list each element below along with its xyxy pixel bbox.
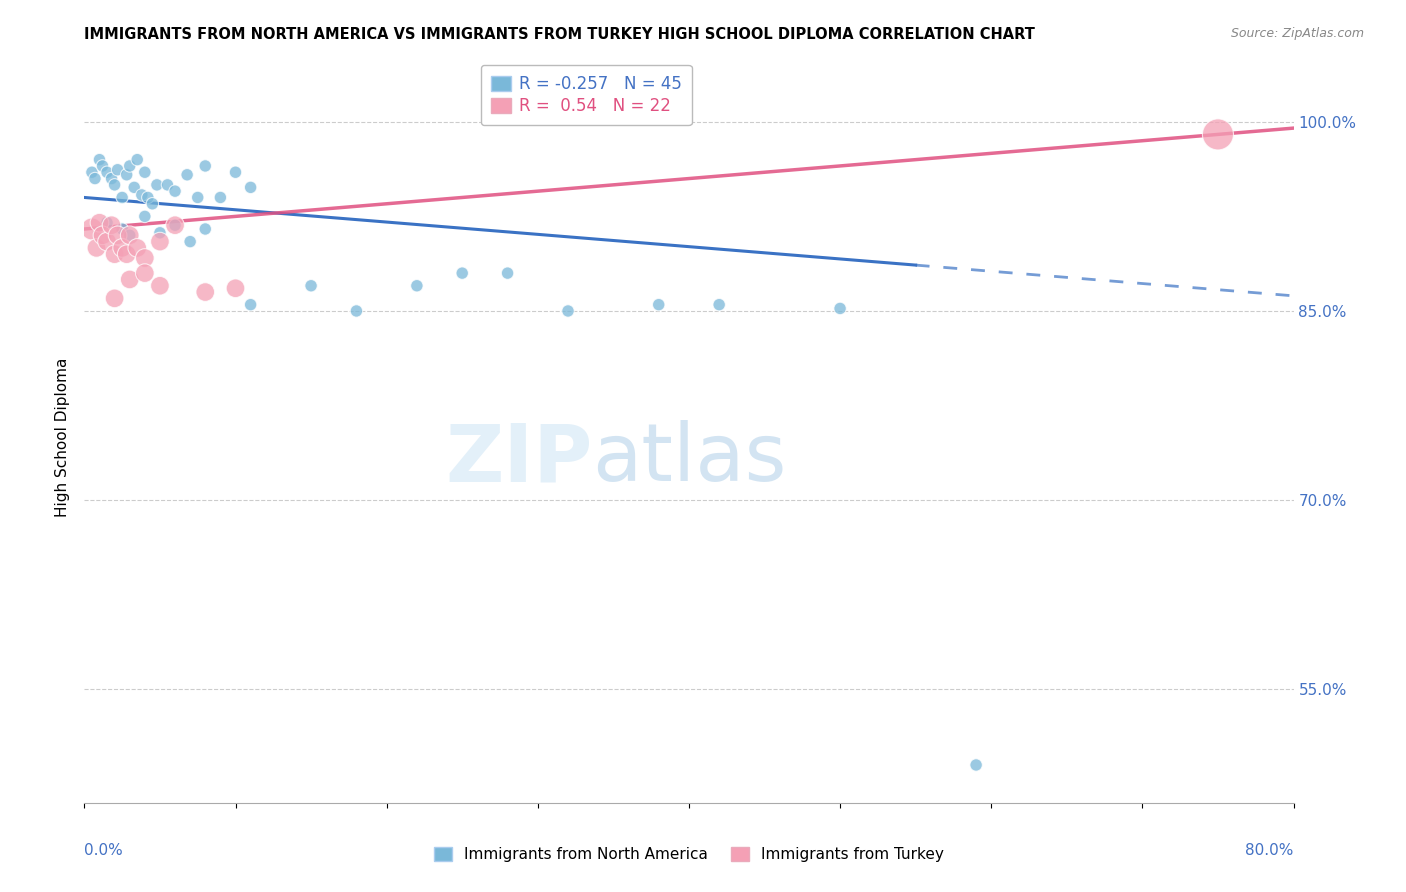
Point xyxy=(127,153,149,167)
Point xyxy=(91,228,114,243)
Point xyxy=(146,178,169,192)
Point xyxy=(118,228,141,243)
Point xyxy=(194,159,217,173)
Point xyxy=(149,278,172,293)
Point xyxy=(299,278,322,293)
Point xyxy=(225,281,247,295)
Point xyxy=(239,180,262,194)
Point xyxy=(115,247,138,261)
Point xyxy=(127,241,149,255)
Point xyxy=(86,241,108,255)
Point xyxy=(830,301,852,316)
Point xyxy=(104,291,127,305)
Point xyxy=(89,153,111,167)
Point xyxy=(209,190,232,204)
Y-axis label: High School Diploma: High School Diploma xyxy=(55,358,70,516)
Point xyxy=(80,222,103,236)
Point xyxy=(104,178,127,192)
Point xyxy=(156,178,179,192)
Point xyxy=(107,228,129,243)
Legend: Immigrants from North America, Immigrants from Turkey: Immigrants from North America, Immigrant… xyxy=(427,841,950,868)
Point xyxy=(965,758,987,772)
Point xyxy=(96,235,118,249)
Point xyxy=(118,159,141,173)
Point xyxy=(149,226,172,240)
Point xyxy=(194,222,217,236)
Text: atlas: atlas xyxy=(592,420,786,498)
Point xyxy=(557,304,579,318)
Point xyxy=(194,285,217,299)
Point xyxy=(406,278,429,293)
Point xyxy=(165,218,187,232)
Point xyxy=(134,251,156,265)
Point xyxy=(107,162,129,177)
Point xyxy=(179,235,201,249)
Text: 0.0%: 0.0% xyxy=(84,843,124,858)
Point xyxy=(239,298,262,312)
Point xyxy=(96,216,118,230)
Point xyxy=(346,304,368,318)
Text: ZIP: ZIP xyxy=(444,420,592,498)
Point xyxy=(165,184,187,198)
Point xyxy=(100,171,122,186)
Text: Source: ZipAtlas.com: Source: ZipAtlas.com xyxy=(1230,27,1364,40)
Text: IMMIGRANTS FROM NORTH AMERICA VS IMMIGRANTS FROM TURKEY HIGH SCHOOL DIPLOMA CORR: IMMIGRANTS FROM NORTH AMERICA VS IMMIGRA… xyxy=(84,27,1035,42)
Point xyxy=(141,196,163,211)
Point xyxy=(187,190,209,204)
Point xyxy=(80,165,103,179)
Point xyxy=(496,266,519,280)
Point xyxy=(134,266,156,280)
Point xyxy=(84,171,107,186)
Point xyxy=(91,159,114,173)
Point xyxy=(89,216,111,230)
Point xyxy=(136,190,159,204)
Point xyxy=(115,168,138,182)
Point xyxy=(118,228,141,243)
Point xyxy=(131,188,153,202)
Point xyxy=(134,210,156,224)
Point xyxy=(176,168,198,182)
Point xyxy=(709,298,731,312)
Point xyxy=(100,218,122,232)
Point xyxy=(165,218,187,232)
Point xyxy=(118,272,141,286)
Point xyxy=(96,165,118,179)
Point xyxy=(134,165,156,179)
Point xyxy=(225,165,247,179)
Point xyxy=(648,298,671,312)
Point xyxy=(111,190,134,204)
Point xyxy=(451,266,474,280)
Point xyxy=(1206,128,1229,142)
Text: 80.0%: 80.0% xyxy=(1246,843,1294,858)
Point xyxy=(111,241,134,255)
Point xyxy=(149,235,172,249)
Point xyxy=(122,180,145,194)
Point xyxy=(104,247,127,261)
Point xyxy=(111,222,134,236)
